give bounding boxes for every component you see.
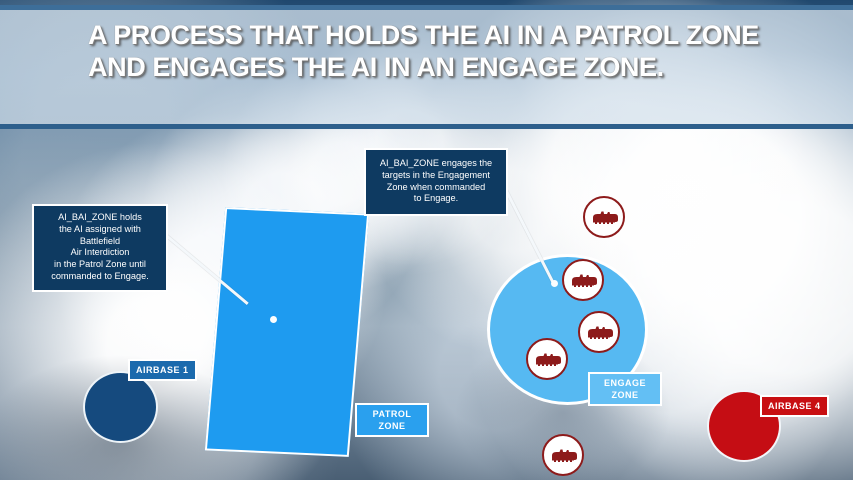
callout-engage-description[interactable]: AI_BAI_ZONE engages the targets in the E… [364,148,508,217]
target-icon-5[interactable] [542,434,584,476]
callout-line: commanded to Engage. [51,270,149,281]
callout-line: targets in the Engagement [382,169,490,180]
callout-line: the AI assigned with [59,223,141,234]
target-icon-2[interactable] [562,259,604,301]
callout-patrol-description[interactable]: AI_BAI_ZONE holds the AI assigned with B… [32,204,168,292]
label-line: PATROL [372,409,412,419]
armored-vehicle-icon [552,449,577,462]
target-icon-3[interactable] [578,311,620,353]
airbase-1-shape[interactable] [83,371,158,443]
label-line: ZONE [378,421,406,432]
callout-line: to Engage. [413,193,459,204]
armored-vehicle-icon [588,326,613,339]
callout-line: Air Interdiction [70,247,130,258]
label-patrol-zone[interactable]: PATROL ZONE [355,403,429,438]
label-line: ZONE [611,390,639,401]
armored-vehicle-icon [572,274,597,287]
label-airbase-4[interactable]: AIRBASE 4 [760,395,829,418]
page-title: A PROCESS THAT HOLDS THE AI IN A PATROL … [88,20,759,82]
callout-line: Zone when commanded [386,181,486,192]
label-line: ENGAGE [603,378,646,388]
header-rule-bottom [0,124,853,129]
callout-line: in the Patrol Zone until [54,259,146,270]
header-band [0,9,853,124]
callout-line: AI_BAI_ZONE engages the [379,158,493,168]
patrol-zone-shape[interactable] [204,207,370,457]
target-icon-1[interactable] [583,196,625,238]
callout-line: Battlefield [79,235,121,246]
armored-vehicle-icon [593,211,618,224]
connector-endpoint-left-end [270,316,277,323]
callout-line: AI_BAI_ZONE holds [58,212,142,222]
connector-endpoint-top-end [551,280,558,287]
label-engage-zone[interactable]: ENGAGE ZONE [588,372,662,407]
header-rule-top [0,5,853,10]
label-airbase-1[interactable]: AIRBASE 1 [128,359,197,382]
target-icon-4[interactable] [526,338,568,380]
armored-vehicle-icon [536,353,561,366]
